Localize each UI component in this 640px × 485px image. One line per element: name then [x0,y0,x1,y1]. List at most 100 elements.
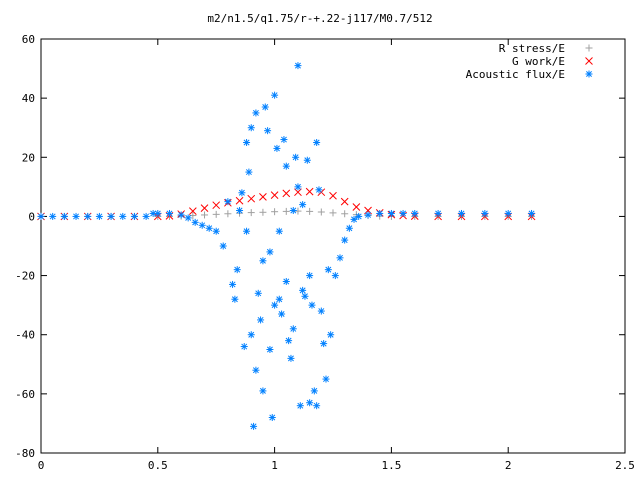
legend-label: G work/E [512,55,565,68]
data-point [259,193,267,201]
data-point [355,212,363,220]
y-tick-label: -40 [15,329,35,342]
legend-marker [585,70,593,78]
data-point [294,62,302,70]
data-point [308,301,316,309]
data-point [60,212,68,220]
data-point [229,280,237,288]
data-point [259,257,267,265]
data-point [282,189,291,198]
legend-marker [585,57,593,65]
data-point [299,201,307,209]
series-layer [37,62,536,430]
data-point [285,337,293,345]
data-point [320,340,328,348]
data-point [212,201,221,210]
legend-label: R stress/E [499,42,565,55]
data-point [329,191,337,200]
data-point [305,187,314,196]
data-point [327,331,335,339]
x-tick-label: 1.5 [381,459,401,472]
data-point [376,209,384,217]
data-point [313,402,321,410]
y-tick-label: -60 [15,388,35,401]
x-tick-label: 1 [271,459,278,472]
data-point [411,209,419,217]
data-point [271,208,279,216]
data-point [341,236,349,244]
data-point [224,210,232,218]
data-point [212,210,220,218]
data-point [247,331,255,339]
data-point [184,214,192,222]
data-point [247,209,255,217]
data-point [201,211,209,219]
data-point [282,207,290,215]
data-point [107,212,115,220]
data-point [119,212,127,220]
data-point [268,414,276,422]
data-point [504,209,512,217]
data-point [72,212,80,220]
y-tick-label: -80 [15,447,35,460]
data-point [345,224,353,232]
data-point [95,212,103,220]
y-tick-label: 0 [28,210,35,223]
data-point [528,209,536,217]
x-tick-label: 0.5 [148,459,168,472]
data-point [261,103,269,111]
data-point [165,209,173,217]
chart-title: m2/n1.5/q1.75/r-+.22-j117/M0.7/512 [207,12,432,25]
data-point [243,227,251,235]
data-point [191,218,199,226]
data-point [266,248,274,256]
data-point [317,307,325,315]
legend-label: Acoustic flux/E [466,68,565,81]
data-point [236,207,244,215]
data-point [350,215,358,223]
data-point [219,242,227,250]
data-point [322,375,330,383]
data-point [252,366,260,374]
data-point [259,387,267,395]
data-point [205,224,213,232]
data-point [264,127,272,135]
data-point [294,207,302,215]
data-point [259,208,267,216]
data-point [273,144,281,152]
data-point [280,136,288,144]
data-point [235,196,244,205]
data-point [289,325,297,333]
data-point [188,207,197,215]
data-point [387,209,395,217]
data-point [340,197,349,206]
data-point [247,124,255,132]
data-point [282,162,290,170]
data-point [341,210,349,218]
data-point [289,207,297,215]
data-point [296,402,304,410]
data-point [313,139,321,146]
y-tick-label: -20 [15,270,35,283]
data-point [306,272,314,280]
data-point [294,188,302,197]
data-point [317,208,325,216]
data-point [306,399,314,407]
data-point [266,346,274,353]
legend-marker [585,44,593,52]
data-point [310,387,318,395]
x-tick-label: 0 [38,459,45,472]
series-2 [37,62,536,430]
y-tick-label: 60 [22,33,35,46]
data-point [257,316,265,324]
data-point [154,209,162,217]
data-point [306,207,314,215]
data-point [271,91,279,99]
plot-frame [40,38,626,454]
data-point [457,209,465,217]
data-point [198,221,206,229]
x-tick-label: 2.5 [615,459,635,472]
data-point [212,227,220,235]
data-point [37,212,45,220]
